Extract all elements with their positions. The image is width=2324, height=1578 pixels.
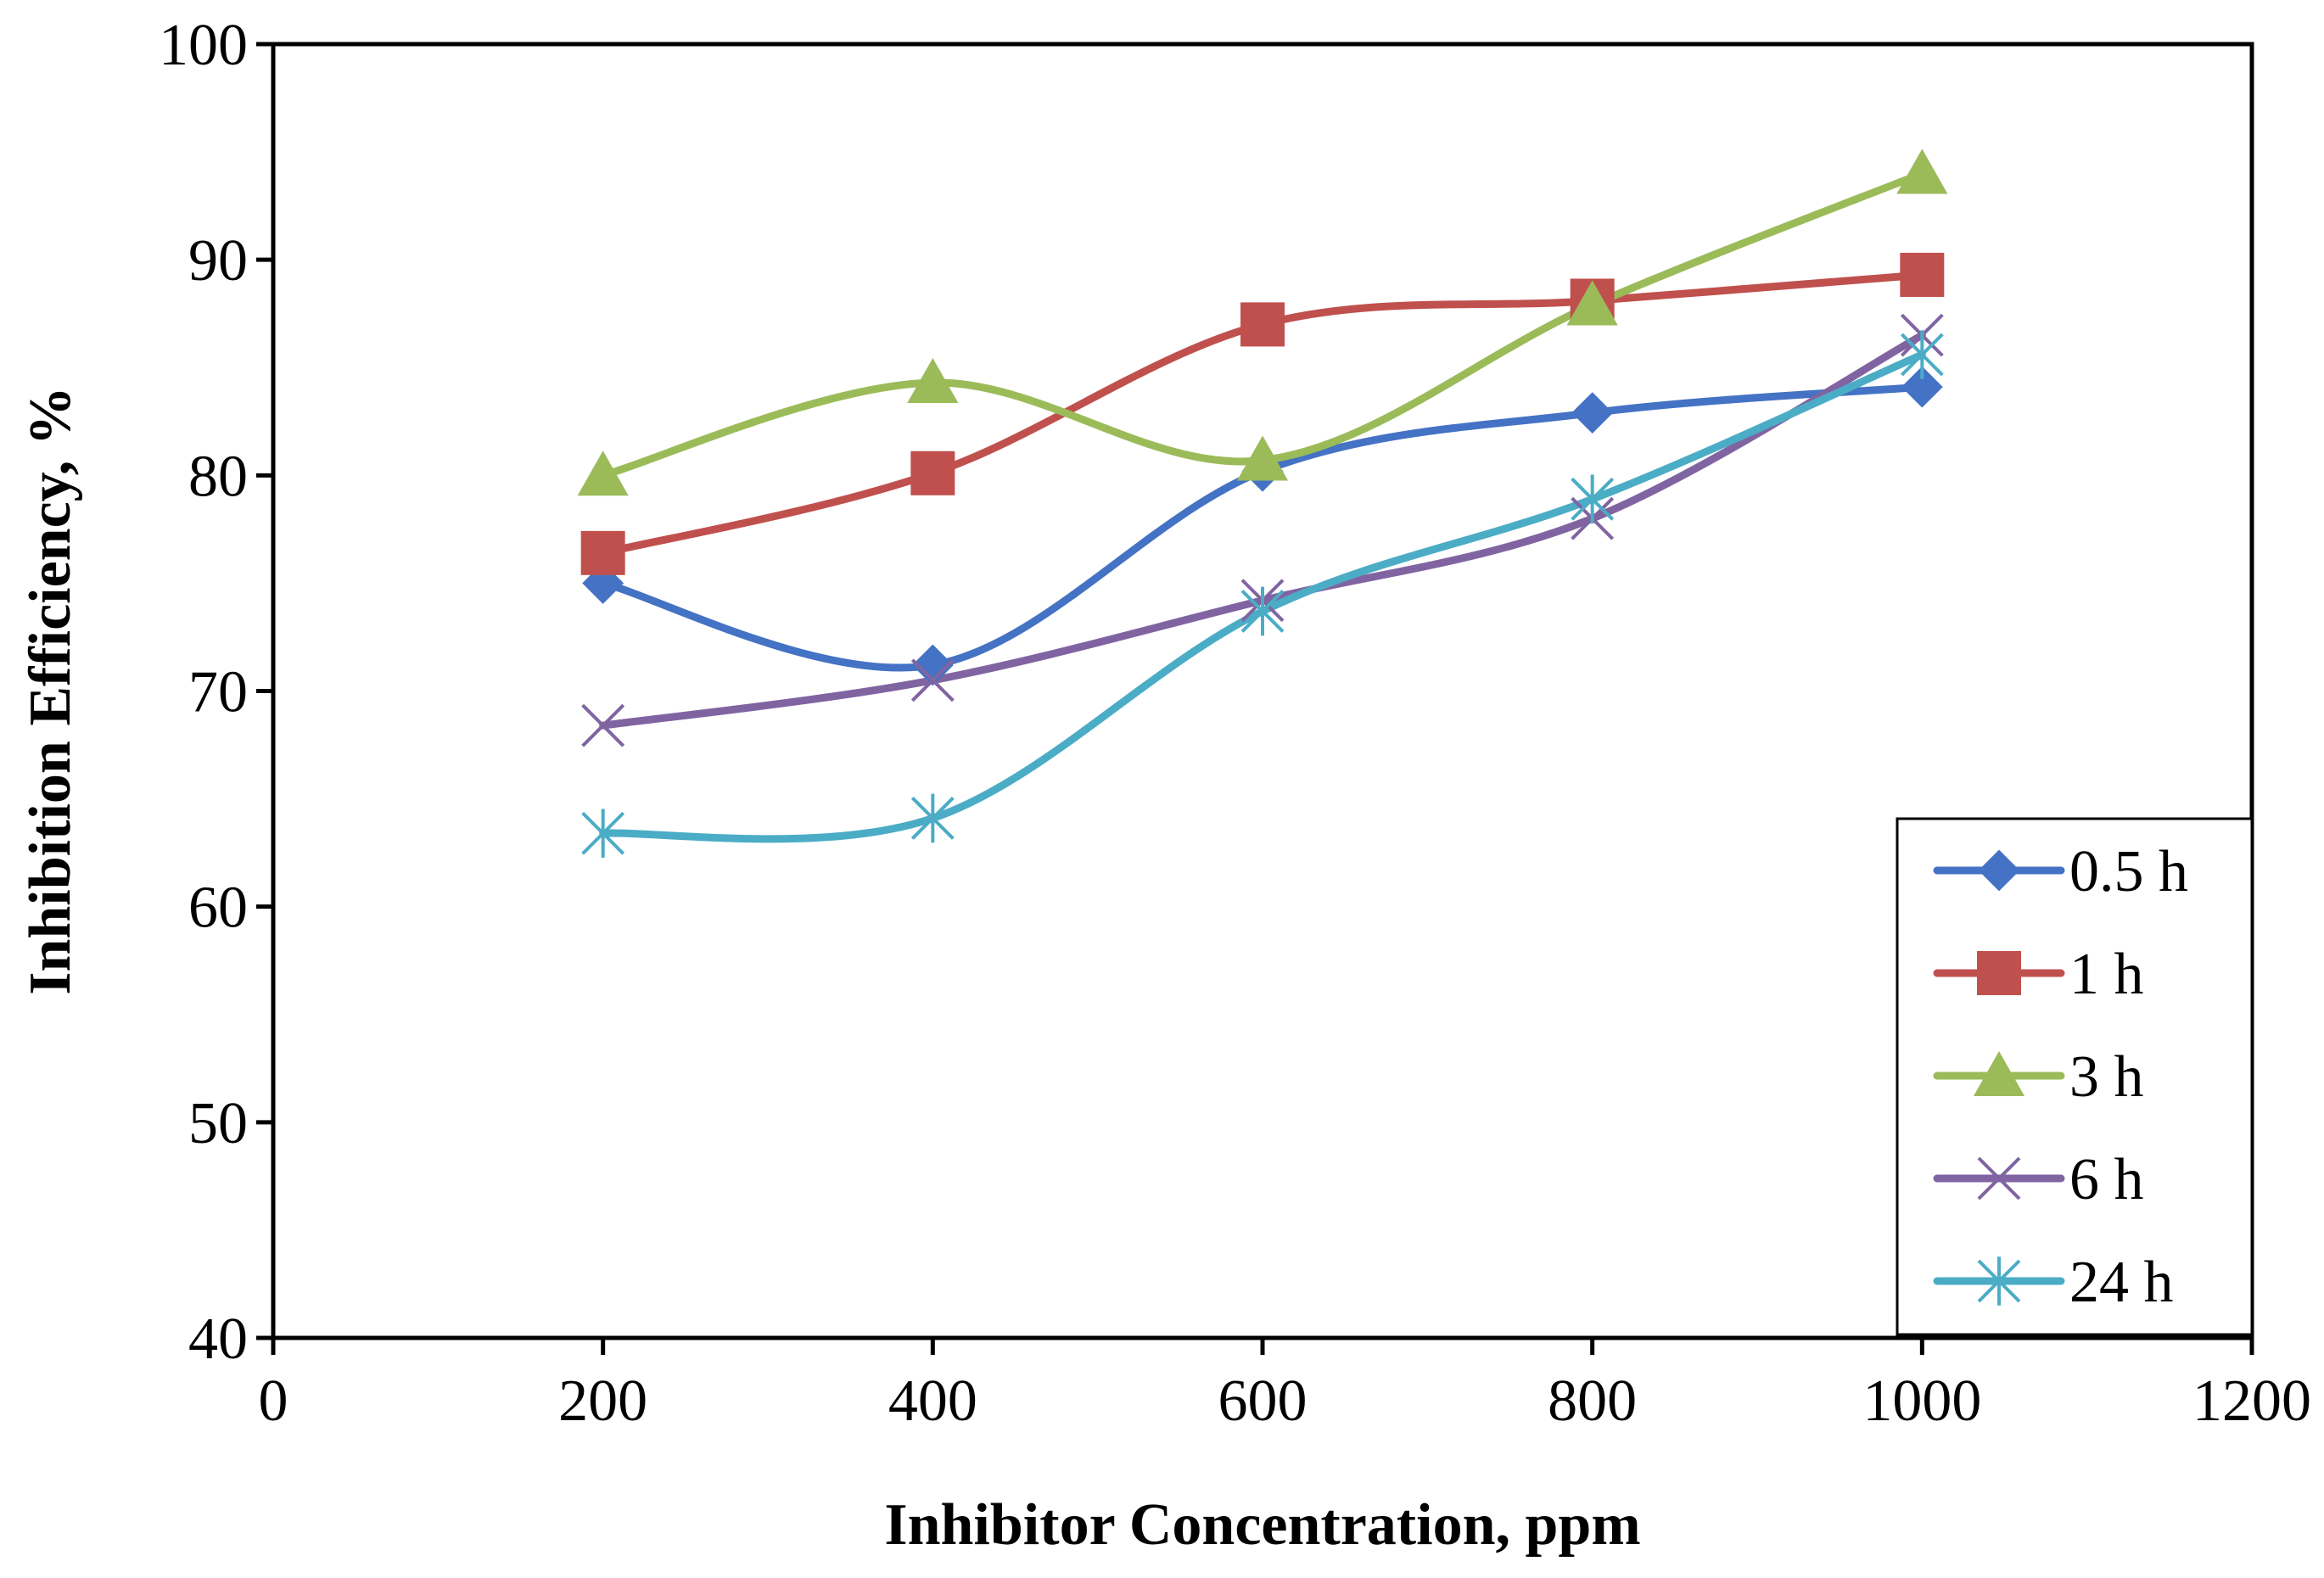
- y-tick-label: 50: [188, 1091, 248, 1156]
- legend-swatch-marker: [1978, 849, 2020, 892]
- data-point: [580, 530, 625, 575]
- data-point: [1240, 586, 1285, 636]
- legend-swatch-marker: [1977, 951, 2021, 995]
- data-point: [577, 450, 629, 496]
- data-point: [1900, 252, 1945, 297]
- legend-swatch-marker: [1977, 1156, 2021, 1200]
- x-axis-title: Inhibitor Concentration, ppm: [884, 1492, 1640, 1558]
- legend-box: [1896, 817, 2254, 1336]
- data-point: [910, 793, 955, 843]
- data-point: [907, 358, 959, 403]
- y-tick-label: 40: [188, 1307, 248, 1372]
- y-tick-label: 70: [188, 660, 248, 725]
- y-tick-label: 80: [188, 444, 248, 509]
- data-point: [581, 703, 625, 747]
- x-tick-label: 1200: [2192, 1368, 2311, 1434]
- legend: 0.5 h 1 h 3 h 6 h 24 h: [1896, 817, 2254, 1336]
- x-tick-label: 1000: [1862, 1368, 1981, 1434]
- legend-label: 3 h: [2069, 1044, 2144, 1110]
- y-tick-label: 90: [188, 228, 248, 294]
- data-point: [1566, 280, 1618, 326]
- markers-layer: [577, 148, 1948, 859]
- data-point: [1571, 392, 1614, 434]
- legend-label: 1 h: [2069, 942, 2144, 1007]
- data-point: [1896, 148, 1948, 194]
- data-point: [910, 450, 955, 495]
- data-point: [1900, 330, 1944, 379]
- x-tick-label: 400: [888, 1368, 977, 1434]
- x-tick-label: 600: [1218, 1368, 1308, 1434]
- data-point: [910, 658, 955, 702]
- y-axis-title: Inhibition Efficiency, %: [18, 386, 83, 995]
- legend-swatch-marker: [1977, 1256, 2021, 1306]
- x-tick-label: 200: [558, 1368, 647, 1434]
- data-point: [1571, 474, 1615, 524]
- legend-swatch-marker: [1973, 1050, 2025, 1096]
- y-tick-label: 60: [188, 876, 248, 941]
- ticks-layer: 0 200 400 600 800 1000 1200 40 50 60 70 80 90 100: [159, 13, 2311, 1434]
- legend-label: 6 h: [2069, 1147, 2144, 1212]
- data-point: [1236, 435, 1289, 481]
- data-point: [1901, 366, 1943, 408]
- data-point: [911, 644, 954, 686]
- data-point: [1240, 302, 1285, 347]
- x-tick-label: 0: [259, 1368, 288, 1434]
- legend-label: 24 h: [2069, 1250, 2174, 1315]
- x-tick-label: 800: [1548, 1368, 1637, 1434]
- legend-label: 0.5 h: [2069, 839, 2188, 904]
- y-tick-label: 100: [159, 13, 248, 78]
- data-point: [581, 809, 625, 859]
